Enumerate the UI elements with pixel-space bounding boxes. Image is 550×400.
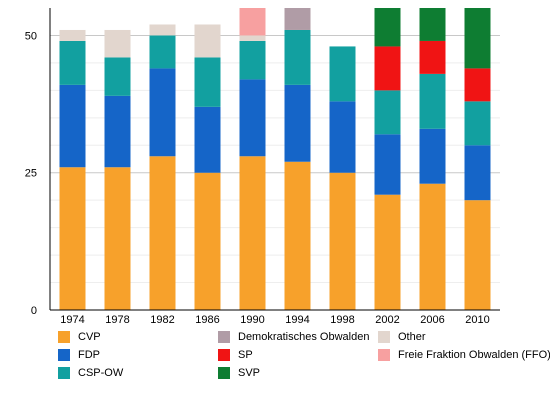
legend-label: Freie Fraktion Obwalden (FFO) <box>398 349 550 361</box>
y-tick-label: 25 <box>25 168 37 180</box>
bar-segment-other-1982 <box>149 24 176 36</box>
y-tick-label: 50 <box>25 30 37 42</box>
legend-item: Demokratisches Obwalden <box>218 329 369 345</box>
bar-segment-demokratisches-obwalden-1994 <box>284 8 311 30</box>
x-tick-label: 1994 <box>285 314 309 326</box>
bar-segment-svp-2002 <box>374 8 401 47</box>
legend-label: SVP <box>238 367 261 379</box>
bar-segment-csp-ow-1978 <box>104 57 131 96</box>
bar-segment-fdp-2010 <box>464 145 491 201</box>
bar-segment-fdp-2002 <box>374 134 401 195</box>
bar-segment-cvp-1982 <box>149 156 176 310</box>
bar-segment-sp-2002 <box>374 46 401 91</box>
bar-segment-fdp-1978 <box>104 95 131 168</box>
x-tick-label: 1986 <box>195 314 219 326</box>
bar-segment-cvp-2002 <box>374 194 401 310</box>
legend-item: CSP-OW <box>58 365 123 381</box>
x-tick-label: 2006 <box>420 314 444 326</box>
bar-segment-cvp-2006 <box>419 183 446 310</box>
bar-segment-cvp-1994 <box>284 161 311 310</box>
legend-label: FDP <box>78 349 100 361</box>
bar-segment-svp-2006 <box>419 8 446 41</box>
bar-segment-fdp-1982 <box>149 68 176 157</box>
legend-label: CSP-OW <box>78 367 124 379</box>
bar-segment-csp-ow-1990 <box>239 40 266 80</box>
bar-segment-other-1990 <box>239 35 266 41</box>
legend-swatch <box>378 331 390 343</box>
x-tick-label: 1998 <box>330 314 354 326</box>
bar-segment-other-1986 <box>194 24 221 58</box>
x-tick-label: 1978 <box>105 314 129 326</box>
bar-segment-csp-ow-1994 <box>284 29 311 85</box>
bar-segment-csp-ow-1998 <box>329 46 356 102</box>
legend-swatch <box>58 349 70 361</box>
bars <box>59 8 491 310</box>
bar-segment-fdp-2006 <box>419 128 446 184</box>
legend-swatch <box>218 331 230 343</box>
y-tick-label: 0 <box>31 305 37 317</box>
bar-segment-other-1978 <box>104 29 131 58</box>
bar-segment-cvp-1974 <box>59 167 86 310</box>
bar-segment-cvp-2010 <box>464 200 491 310</box>
x-tick-label: 1982 <box>150 314 174 326</box>
bar-segment-fdp-1974 <box>59 84 86 168</box>
bar-segment-fdp-1994 <box>284 84 311 162</box>
legend-swatch <box>58 367 70 379</box>
legend-item: FDP <box>58 347 100 363</box>
bar-segment-sp-2006 <box>419 40 446 74</box>
legend-swatch <box>218 367 230 379</box>
legend-label: Demokratisches Obwalden <box>238 331 370 343</box>
bar-segment-csp-ow-1982 <box>149 35 176 69</box>
bar-segment-csp-ow-2006 <box>419 73 446 129</box>
bar-segment-csp-ow-2002 <box>374 90 401 135</box>
bar-segment-csp-ow-2010 <box>464 101 491 146</box>
legend-item: SVP <box>218 365 260 381</box>
bar-segment-fdp-1998 <box>329 101 356 173</box>
bar-segment-fdp-1990 <box>239 79 266 157</box>
x-tick-label: 1990 <box>240 314 264 326</box>
legend-swatch <box>58 331 70 343</box>
x-tick-label: 1974 <box>60 314 84 326</box>
legend-label: CVP <box>78 331 101 343</box>
legend-item: CVP <box>58 329 101 345</box>
legend-label: Other <box>398 331 426 343</box>
bar-segment-cvp-1978 <box>104 167 131 310</box>
legend-swatch <box>378 349 390 361</box>
bar-segment-cvp-1986 <box>194 172 221 310</box>
x-tick-label: 2010 <box>465 314 489 326</box>
bar-segment-cvp-1990 <box>239 156 266 310</box>
stacked-bar-chart: 0 25 50 1974 1978 1982 1986 1990 1994 1998 2002 200… <box>25 8 500 326</box>
bar-segment-fdp-1986 <box>194 106 221 173</box>
bar-segment-csp-ow-1974 <box>59 40 86 85</box>
bar-segment-csp-ow-1986 <box>194 57 221 107</box>
legend-label: SP <box>238 349 253 361</box>
legend: CVP FDP CSP-OW Demokratisches Obwalden SP SVP… <box>58 329 550 389</box>
bar-segment-other-1974 <box>59 29 86 41</box>
legend-item: SP <box>218 347 253 363</box>
bar-segment-freie-fraktion-obwalden-ffo--1990 <box>239 8 266 36</box>
bar-segment-cvp-1998 <box>329 172 356 310</box>
bar-segment-svp-2010 <box>464 8 491 69</box>
x-tick-label: 2002 <box>375 314 399 326</box>
axes: 0 25 50 1974 1978 1982 1986 1990 1994 1998 2002 200… <box>25 8 500 326</box>
legend-item: Freie Fraktion Obwalden (FFO) <box>378 347 550 363</box>
legend-item: Other <box>378 329 426 345</box>
legend-swatch <box>218 349 230 361</box>
bar-segment-sp-2010 <box>464 68 491 102</box>
